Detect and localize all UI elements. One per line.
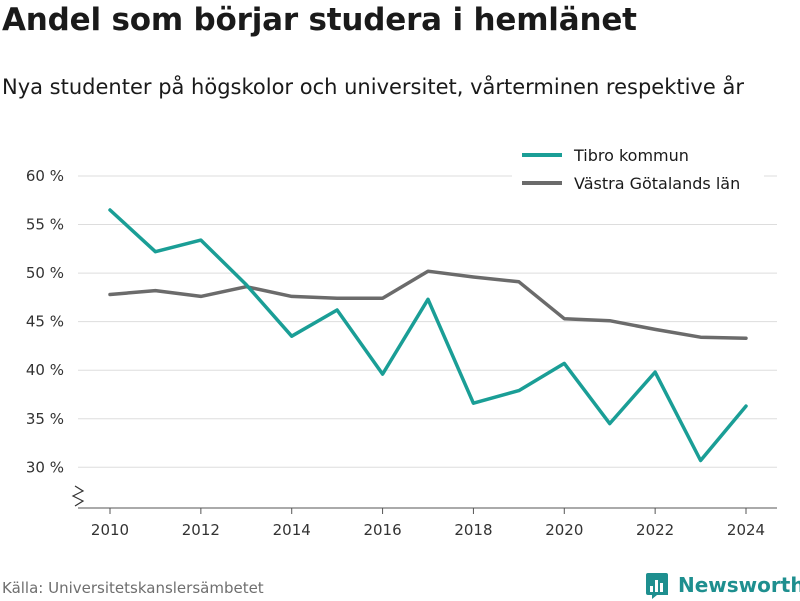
- bar-chart-icon: [646, 573, 668, 599]
- brand-name: Newsworthy: [678, 573, 800, 597]
- legend-label: Tibro kommun: [573, 146, 689, 165]
- x-tick-label: 2010: [91, 521, 129, 539]
- legend-background: [512, 138, 764, 204]
- legend: Tibro kommun Västra Götalands län: [512, 138, 764, 204]
- x-tick-label: 2014: [273, 521, 311, 539]
- axis-break-icon: [71, 485, 85, 507]
- line-chart: 30 % 35 % 40 % 45 % 50 % 55 % 60 % 2010 2012 2014…: [26, 138, 777, 539]
- y-tick-label: 40 %: [26, 361, 64, 379]
- newsworthy-logo: Newsworthy: [644, 569, 800, 601]
- x-tick-label: 2020: [545, 521, 583, 539]
- series-line-vastra-gotaland: [108, 269, 748, 340]
- y-tick-label: 50 %: [26, 264, 64, 282]
- series-line-tibro: [108, 208, 748, 463]
- y-tick-label: 35 %: [26, 410, 64, 428]
- y-tick-label: 60 %: [26, 167, 64, 185]
- legend-label: Västra Götalands län: [574, 174, 740, 193]
- y-tick-label: 45 %: [26, 313, 64, 331]
- series-lines: [108, 208, 748, 463]
- gridlines: [78, 175, 777, 468]
- source-note: Källa: Universitetskanslersämbetet: [2, 579, 264, 597]
- x-tick-label: 2018: [454, 521, 492, 539]
- chart-subtitle: Nya studenter på högskolor och universit…: [2, 75, 744, 99]
- axes: 30 % 35 % 40 % 45 % 50 % 55 % 60 % 2010 2012 2014…: [26, 167, 777, 539]
- x-tick-label: 2012: [182, 521, 220, 539]
- x-tick-label: 2022: [636, 521, 674, 539]
- x-tick-label: 2016: [363, 521, 401, 539]
- y-tick-label: 55 %: [26, 216, 64, 234]
- x-tick-label: 2024: [727, 521, 765, 539]
- y-tick-label: 30 %: [26, 458, 64, 476]
- page-title: Andel som börjar studera i hemlänet: [2, 2, 637, 38]
